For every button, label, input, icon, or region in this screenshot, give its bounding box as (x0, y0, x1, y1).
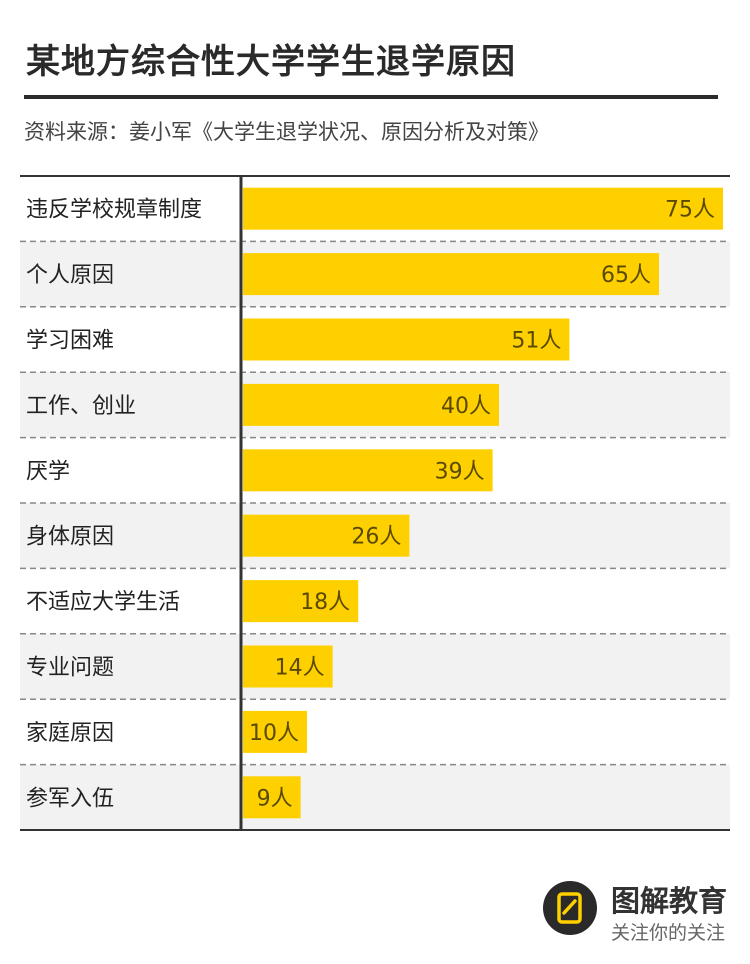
category-label: 厌学 (26, 459, 70, 484)
bar-value-label: 10人 (249, 721, 299, 746)
category-label: 身体原因 (26, 525, 114, 550)
bar-value-label: 9人 (257, 786, 293, 811)
source-note: 资料来源：姜小军《大学生退学状况、原因分析及对策》 (24, 120, 549, 144)
bar-value-label: 51人 (511, 329, 561, 354)
brand-tagline: 关注你的关注 (611, 922, 726, 944)
row-band (20, 633, 730, 700)
category-label: 个人原因 (26, 263, 114, 288)
bar (243, 318, 570, 361)
category-label: 专业问题 (26, 656, 114, 681)
category-label: 学习困难 (26, 329, 114, 354)
bar (243, 580, 359, 623)
bar-value-label: 40人 (441, 394, 491, 419)
bar-value-label: 14人 (275, 656, 325, 681)
title-divider (24, 95, 718, 99)
bar (243, 710, 307, 753)
bar (243, 187, 723, 230)
bar-value-label: 65人 (601, 263, 651, 288)
brand-name: 图解教育 (611, 884, 728, 918)
category-label: 工作、创业 (26, 394, 136, 419)
category-label: 不适应大学生活 (26, 590, 180, 615)
bar-value-label: 18人 (300, 590, 350, 615)
bar-value-label: 39人 (435, 459, 485, 484)
bar (243, 449, 493, 492)
bar (243, 776, 301, 819)
bar (243, 645, 333, 688)
bar-value-label: 26人 (351, 525, 401, 550)
category-label: 参军入伍 (26, 786, 114, 811)
bar (243, 383, 499, 426)
category-label: 家庭原因 (26, 721, 114, 746)
row-band (20, 764, 730, 830)
logo-icon (543, 881, 597, 935)
chart-title: 某地方综合性大学学生退学原因 (26, 42, 516, 82)
bar-value-label: 75人 (665, 198, 715, 223)
bar (243, 514, 410, 557)
category-label: 违反学校规章制度 (26, 198, 202, 223)
bar (243, 253, 659, 296)
